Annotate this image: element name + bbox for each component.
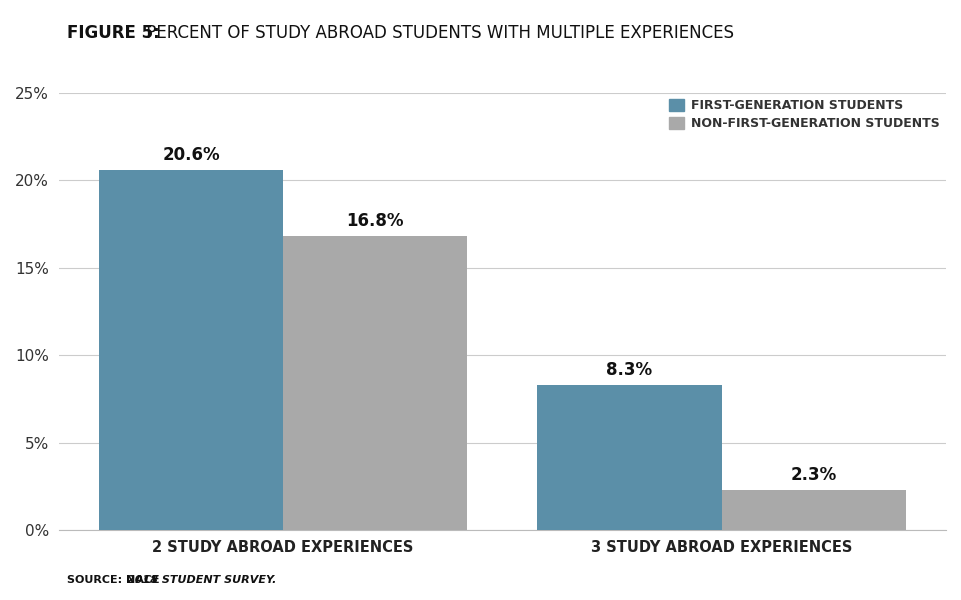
Text: FIGURE 5:: FIGURE 5:: [67, 24, 160, 42]
Text: PERCENT OF STUDY ABROAD STUDENTS WITH MULTIPLE EXPERIENCES: PERCENT OF STUDY ABROAD STUDENTS WITH MU…: [141, 24, 734, 42]
Text: 8.3%: 8.3%: [606, 361, 653, 379]
Text: 2.3%: 2.3%: [791, 466, 837, 484]
Bar: [722, 490, 905, 530]
Text: 20.6%: 20.6%: [162, 146, 220, 164]
Text: 16.8%: 16.8%: [346, 212, 404, 230]
Bar: [537, 385, 722, 530]
Legend: FIRST-GENERATION STUDENTS, NON-FIRST-GENERATION STUDENTS: FIRST-GENERATION STUDENTS, NON-FIRST-GEN…: [669, 99, 940, 130]
Bar: [283, 236, 467, 530]
Bar: [99, 170, 283, 530]
Text: 2018 STUDENT SURVEY.: 2018 STUDENT SURVEY.: [127, 575, 276, 585]
Text: SOURCE: NACE: SOURCE: NACE: [67, 575, 163, 585]
